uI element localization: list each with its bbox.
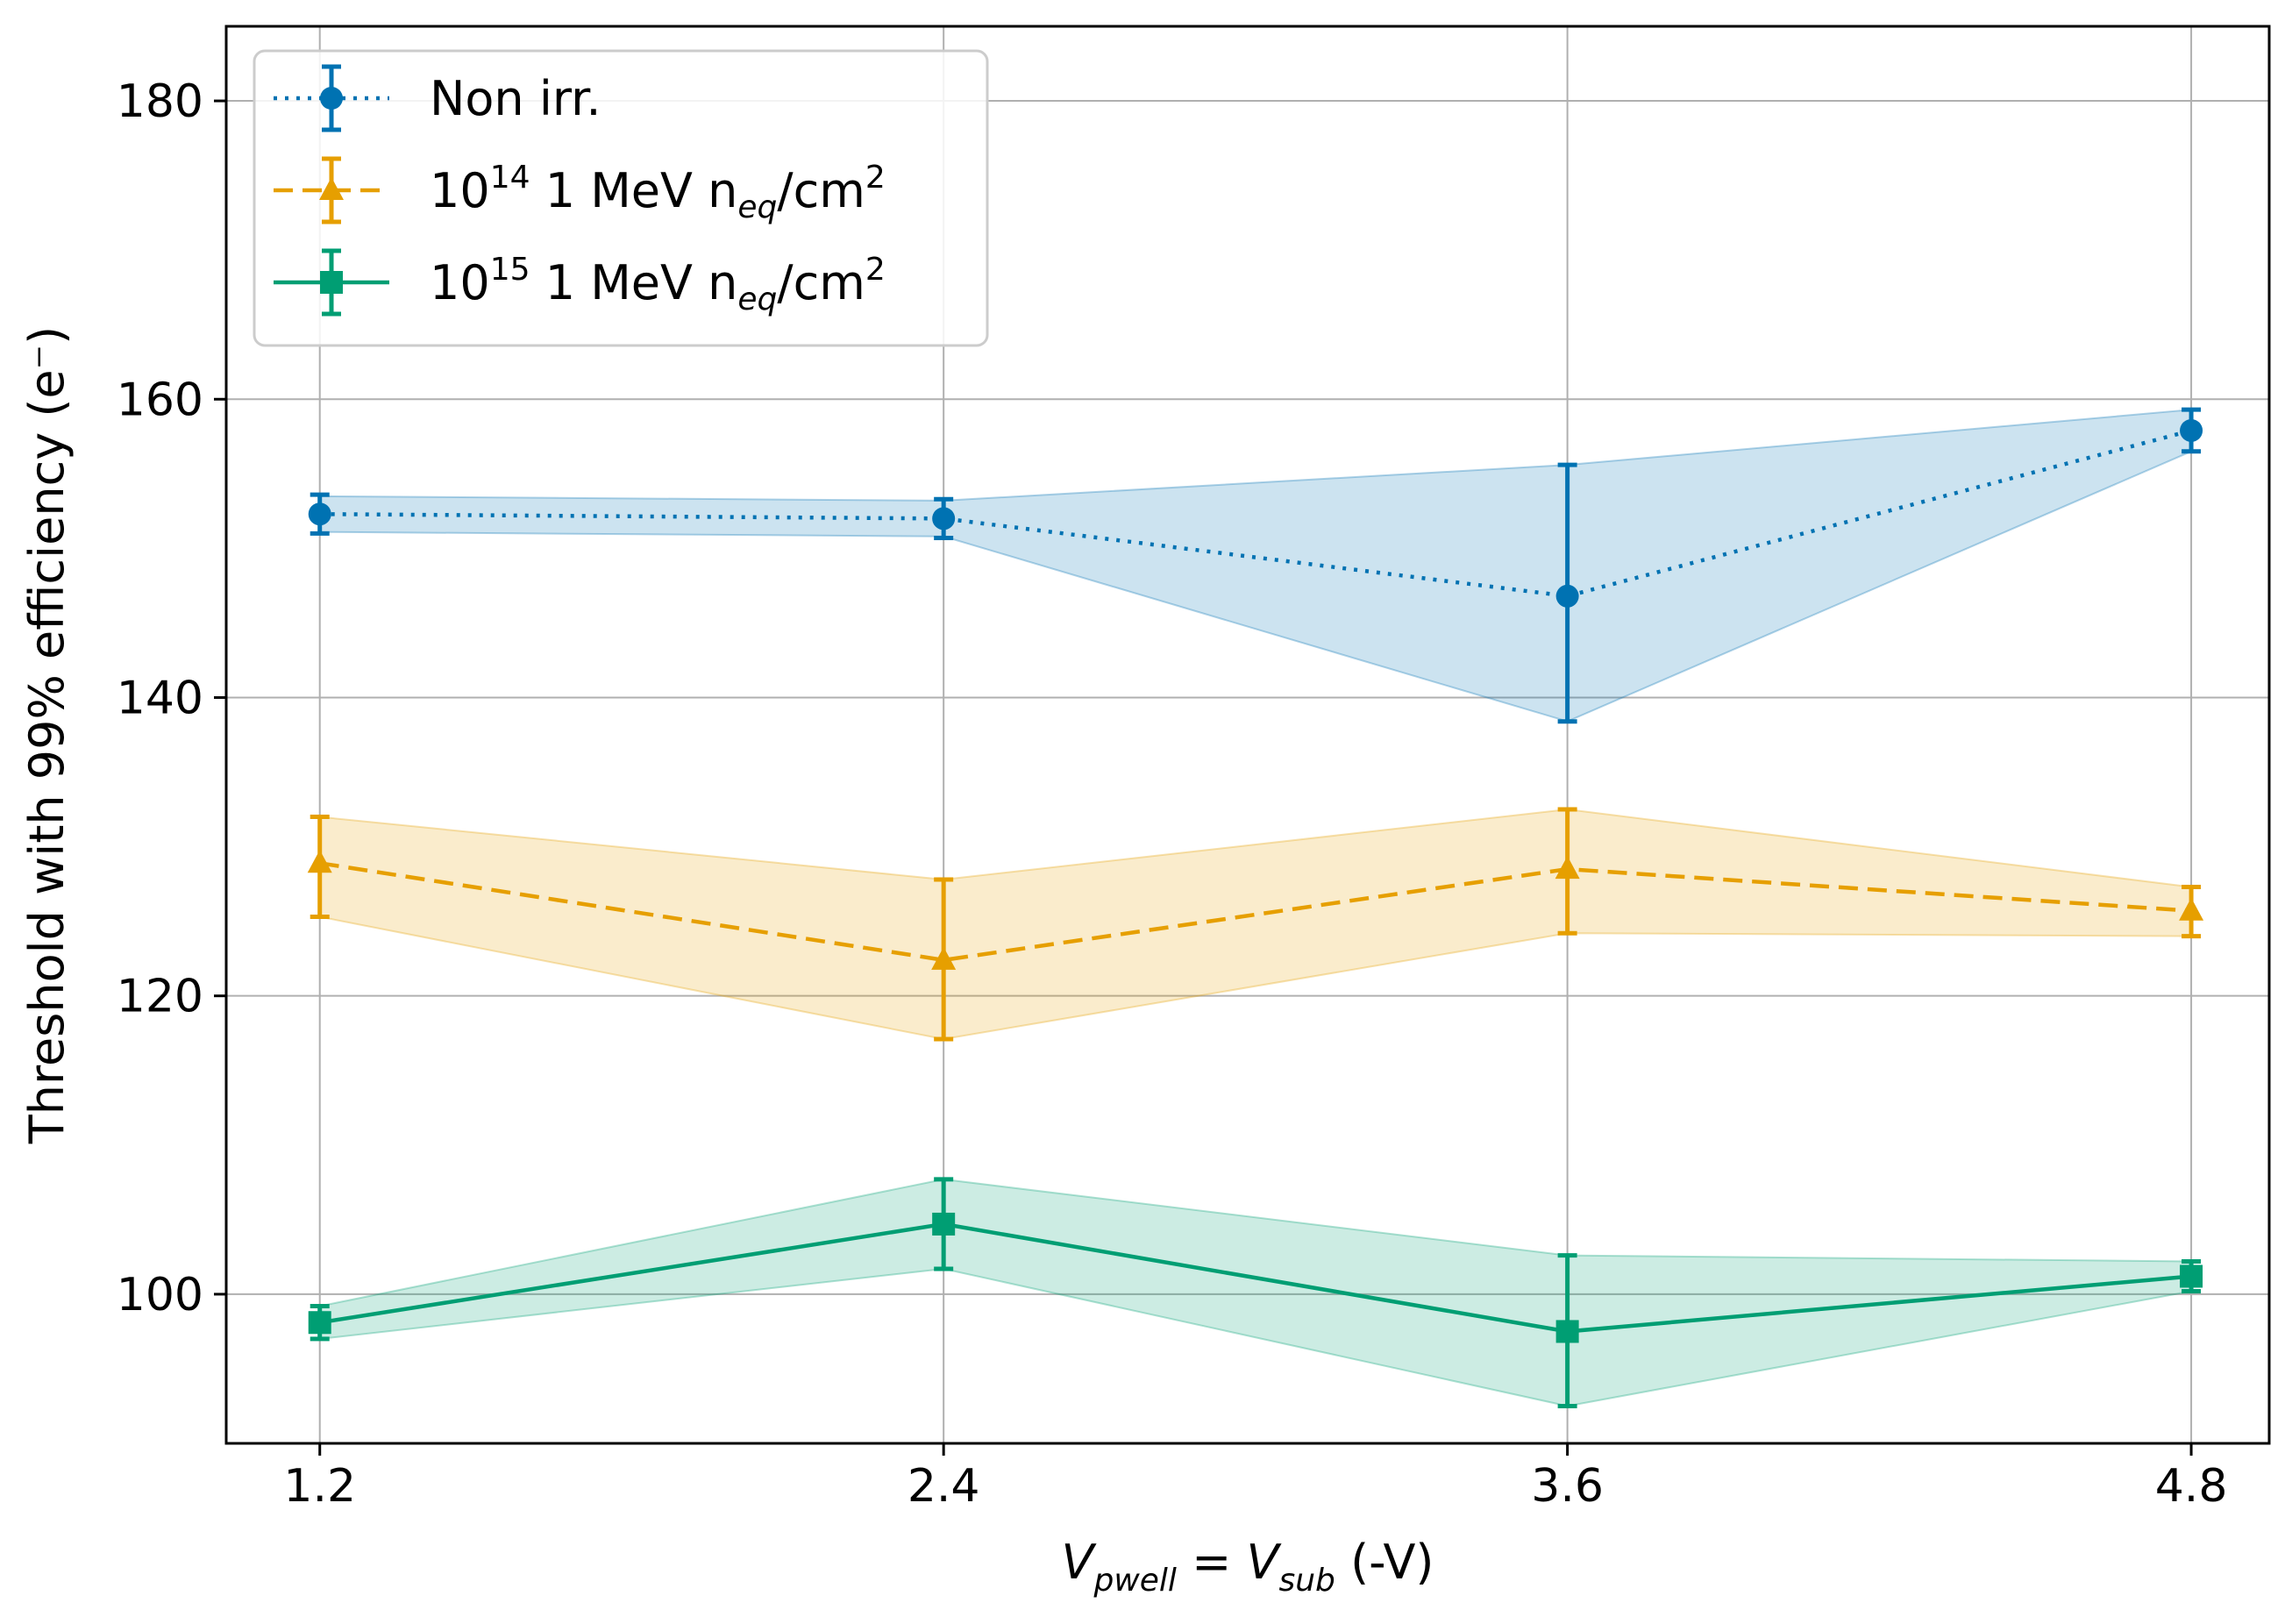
x-tick-label: 2.4	[908, 1460, 980, 1513]
legend-label-exponent: 2	[865, 160, 886, 196]
series-1	[307, 807, 2204, 1042]
data-point	[308, 1311, 331, 1335]
legend-label-exponent: 14	[490, 160, 530, 196]
data-point	[932, 507, 956, 531]
legend-label-exponent: 15	[490, 252, 530, 288]
legend-box	[253, 49, 989, 347]
series-line	[319, 1222, 2192, 1334]
data-point	[2180, 418, 2203, 442]
x-axis: 1.2 2.4 3.6 4.8	[283, 1443, 2227, 1513]
y-tick-label: 140	[117, 672, 203, 724]
data-point	[2179, 897, 2204, 921]
y-tick-label: 120	[117, 971, 203, 1023]
legend-marker	[319, 177, 344, 200]
y-tick-label: 100	[117, 1269, 203, 1321]
legend-marker	[320, 87, 343, 110]
series-line	[319, 861, 2192, 963]
series-0	[308, 407, 2203, 724]
legend-marker	[320, 271, 343, 294]
y-tick-label: 180	[117, 75, 203, 128]
x-axis-label: Vpwell = Vsub (-V)	[1062, 1535, 1434, 1599]
data-point	[308, 502, 331, 526]
legend-label-subscript: eq	[737, 281, 777, 317]
legend-label-text: /cm	[777, 163, 865, 218]
plot-frame	[224, 25, 2271, 1445]
legend-label-text: Non irr.	[430, 71, 601, 126]
series-2	[308, 1177, 2203, 1408]
legend-label: 1014 1 MeV neq/cm2	[430, 160, 886, 225]
legend-label-exponent: 2	[865, 252, 886, 288]
legend-entry: 1014 1 MeV neq/cm2	[274, 156, 886, 225]
data-point	[2180, 1264, 2203, 1288]
data-point	[931, 946, 957, 970]
data-series	[307, 407, 2204, 1408]
legend-label-text: 10	[430, 255, 490, 310]
data-point	[307, 850, 332, 873]
legend-label: 1015 1 MeV neq/cm2	[430, 252, 886, 317]
legend-label-subscript: eq	[737, 189, 777, 225]
x-tick-label: 3.6	[1531, 1460, 1604, 1513]
y-axis: 100 120 140 160 180	[117, 75, 226, 1321]
series-line	[319, 428, 2192, 599]
data-point	[1555, 856, 1580, 880]
y-tick-label: 160	[117, 374, 203, 426]
legend-entry: 1015 1 MeV neq/cm2	[274, 248, 886, 317]
x-tick-label: 4.8	[2155, 1460, 2228, 1513]
y-axis-label: Threshold with 99% efficiency (e⁻)	[19, 326, 75, 1144]
x-tick-label: 1.2	[283, 1460, 356, 1513]
legend-label-text: /cm	[777, 255, 865, 310]
data-point	[1555, 1320, 1579, 1343]
legend-label-text: 10	[430, 163, 490, 218]
data-point	[1555, 584, 1579, 608]
legend-label: Non irr.	[430, 71, 601, 126]
data-point	[932, 1212, 956, 1236]
confidence-bands	[318, 409, 2193, 1407]
legend-label-text: 1 MeV n	[530, 163, 738, 218]
legend-label-text: 1 MeV n	[530, 255, 738, 310]
legend-entry: Non irr.	[274, 64, 601, 132]
